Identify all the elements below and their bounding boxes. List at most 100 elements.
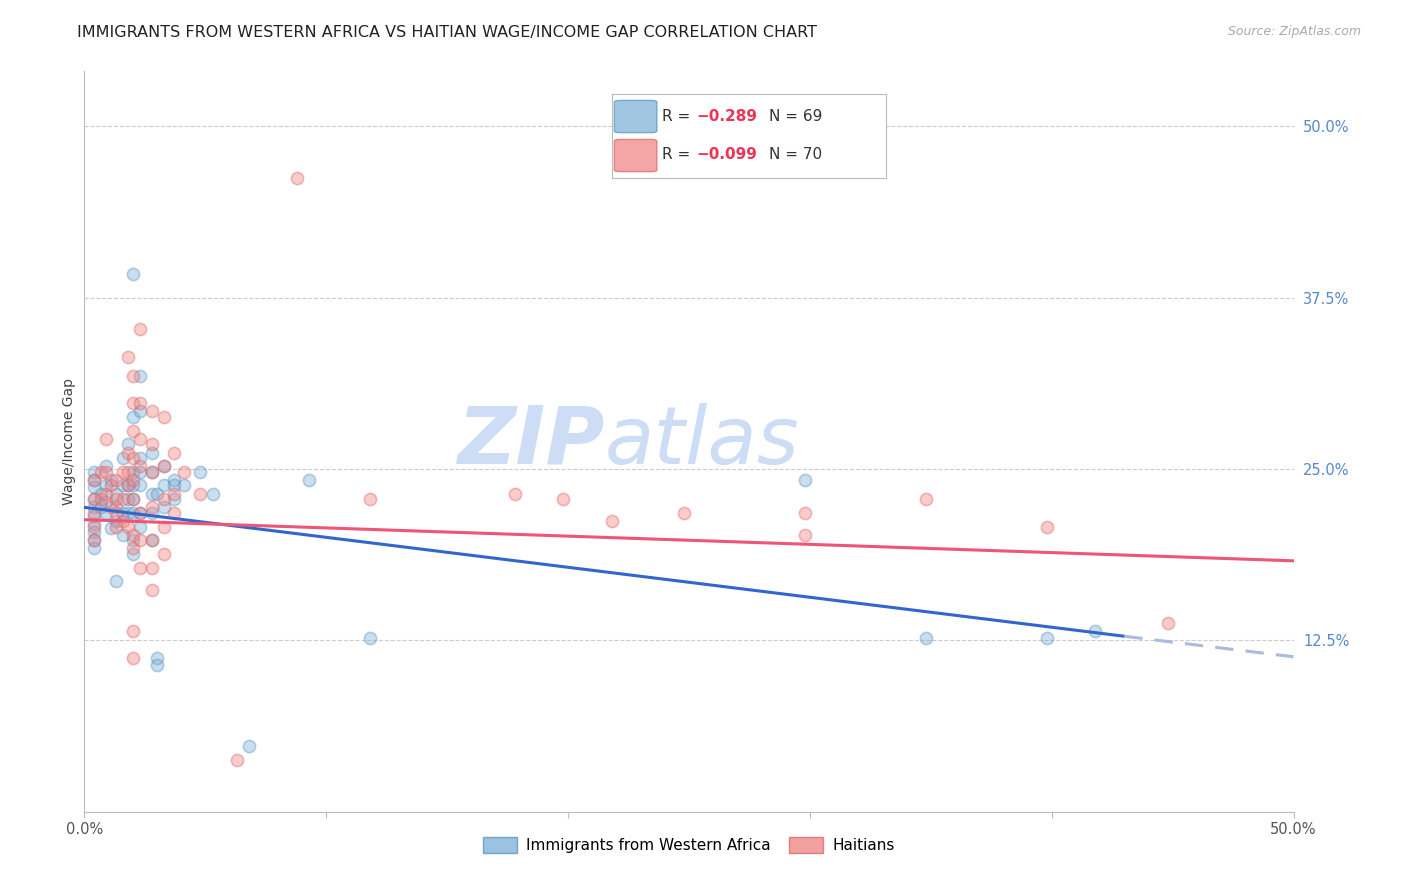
Point [117,437,139,451]
Point [104,514,127,528]
Point [100,478,122,492]
Point [238,739,260,753]
Text: IMMIGRANTS FROM WESTERN AFRICA VS HAITIAN WAGE/INCOME GAP CORRELATION CHART: IMMIGRANTS FROM WESTERN AFRICA VS HAITIA… [77,25,817,40]
Point [129,368,152,383]
Point [129,533,152,548]
Point [83,500,105,515]
Point [129,404,152,418]
Point [94,486,117,500]
Point [129,506,152,520]
Point [100,521,122,535]
Point [1036,519,1059,533]
Point [112,506,135,520]
Point [285,171,308,186]
Point [141,533,163,548]
Point [153,547,176,561]
Point [129,322,152,336]
Point [201,486,224,500]
Y-axis label: Wage/Income Gap: Wage/Income Gap [62,378,76,505]
Point [117,465,139,479]
Text: N = 70: N = 70 [769,147,823,161]
Point [83,524,105,539]
Point [794,528,817,542]
Point [141,533,163,548]
FancyBboxPatch shape [614,101,657,133]
Point [83,506,105,520]
Point [794,506,817,520]
Point [100,500,122,515]
Point [1084,624,1107,638]
Point [129,519,152,533]
Point [163,445,186,459]
Point [104,574,127,589]
Point [1036,631,1059,645]
Text: atlas: atlas [605,402,799,481]
Point [121,368,143,383]
Point [163,478,186,492]
Legend: Immigrants from Western Africa, Haitians: Immigrants from Western Africa, Haitians [478,830,900,860]
Point [112,450,135,465]
Point [121,396,143,410]
Point [915,631,938,645]
Point [121,267,143,281]
Point [94,459,117,474]
Text: −0.289: −0.289 [696,110,758,125]
Point [94,432,117,446]
Point [121,541,143,556]
Point [90,500,112,515]
Point [121,465,143,479]
Point [129,432,152,446]
Point [104,486,127,500]
Point [121,492,143,507]
Point [117,492,139,507]
Point [141,560,163,574]
Point [104,506,127,520]
Text: Source: ZipAtlas.com: Source: ZipAtlas.com [1227,25,1361,38]
Point [94,495,117,509]
Point [141,500,163,515]
Text: N = 69: N = 69 [769,110,823,125]
Point [141,437,163,451]
Point [141,486,163,500]
Point [141,506,163,520]
Point [129,459,152,474]
Point [104,473,127,487]
Point [83,473,105,487]
Point [141,465,163,479]
Point [104,492,127,507]
Text: −0.099: −0.099 [696,147,758,161]
Point [121,409,143,424]
Point [90,465,112,479]
Point [90,492,112,507]
Point [94,478,117,492]
Point [673,506,696,520]
Point [104,500,127,515]
Point [141,582,163,597]
Point [141,404,163,418]
Point [359,492,381,507]
Point [163,486,186,500]
Point [83,492,105,507]
Point [600,514,623,528]
Point [794,473,817,487]
Point [121,473,143,487]
Point [112,492,135,507]
Point [129,465,152,479]
Point [94,465,117,479]
Point [129,506,152,520]
Point [153,459,176,474]
Point [153,478,176,492]
Point [100,473,122,487]
Point [83,465,105,479]
Point [121,624,143,638]
Point [153,492,176,507]
Point [112,465,135,479]
Point [163,473,186,487]
Point [190,486,212,500]
Point [112,528,135,542]
Point [129,396,152,410]
Point [83,533,105,548]
Point [112,478,135,492]
Point [915,492,938,507]
Point [173,478,195,492]
